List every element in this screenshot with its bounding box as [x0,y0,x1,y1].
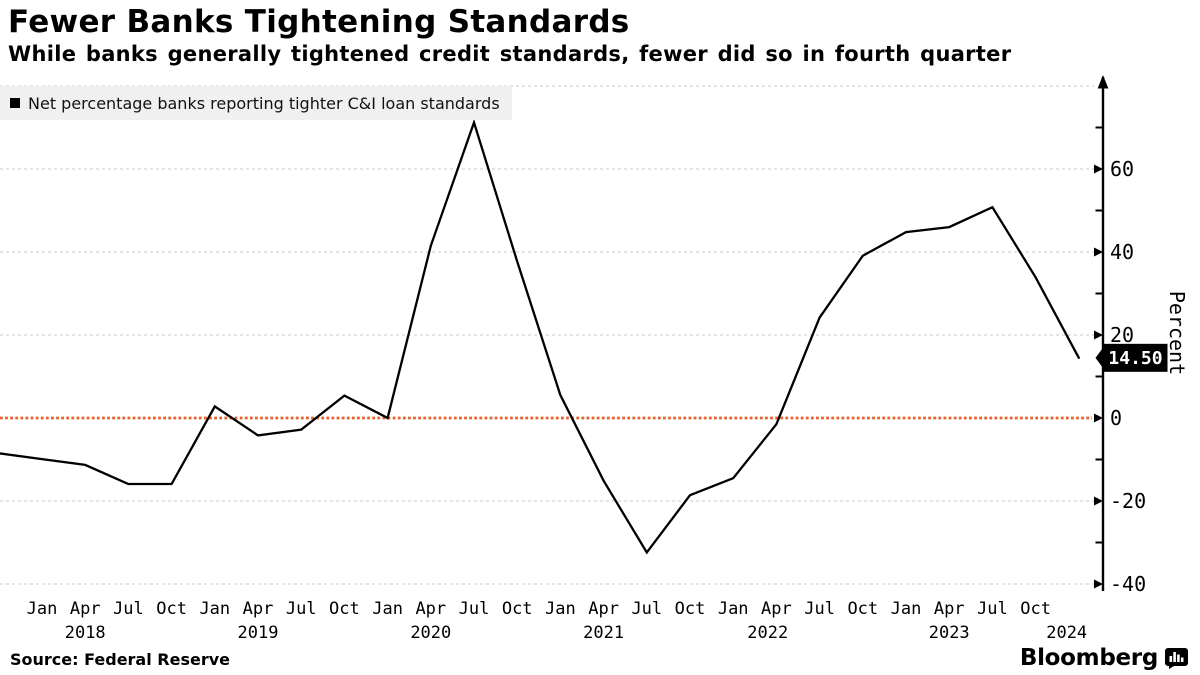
last-value-pointer-icon [1095,346,1104,370]
x-month-label: Jul [459,599,490,619]
x-year-label: 2020 [410,623,451,643]
x-year-label: 2018 [65,623,106,643]
y-axis-title: Percent [1165,291,1189,375]
x-month-label: Oct [847,599,878,619]
x-month-label: Jan [891,599,922,619]
x-month-label: Oct [502,599,533,619]
x-month-label: Oct [329,599,360,619]
x-month-label: Oct [156,599,187,619]
y-tick-label: 40 [1110,240,1134,264]
bloomberg-wordmark: Bloomberg [1019,645,1158,671]
x-month-label: Oct [1020,599,1051,619]
y-tick-arrow-icon [1094,413,1103,423]
chart-subtitle: While banks generally tightened credit s… [8,42,1012,66]
y-tick-arrow-icon [1094,579,1103,589]
x-month-label: Apr [243,599,274,619]
legend-label: Net percentage banks reporting tighter C… [28,93,500,113]
x-month-label: Apr [70,599,101,619]
series-line [0,118,1080,555]
x-month-label: Apr [588,599,619,619]
x-year-label: 2024 [1046,623,1087,643]
x-year-label: 2022 [747,623,788,643]
x-year-label: 2021 [583,623,624,643]
x-month-label: Apr [934,599,965,619]
x-month-label: Apr [761,599,792,619]
x-month-label: Jan [372,599,403,619]
chart-title: Fewer Banks Tightening Standards [8,4,630,40]
y-tick-label: -40 [1110,572,1146,596]
last-value-label: 14.50 [1108,348,1162,369]
x-month-label: Apr [415,599,446,619]
y-tick-arrow-icon [1094,247,1103,257]
axis-up-arrow-icon [1097,75,1109,89]
x-month-label: Jul [113,599,144,619]
last-value-tag [1103,343,1168,372]
x-month-label: Jan [199,599,230,619]
y-tick-arrow-icon [1094,496,1103,506]
x-month-label: Jan [718,599,749,619]
source-note: Source: Federal Reserve [10,650,230,669]
bloomberg-terminal-icon [1165,647,1188,669]
x-year-label: 2019 [238,623,279,643]
x-month-label: Jan [545,599,576,619]
y-tick-label: -20 [1110,489,1146,513]
y-tick-arrow-icon [1094,330,1103,340]
x-month-label: Oct [675,599,706,619]
x-month-label: Jan [27,599,58,619]
x-month-label: Jul [631,599,662,619]
y-tick-arrow-icon [1094,164,1103,174]
y-tick-label: 20 [1110,323,1134,347]
chart-header: Fewer Banks Tightening Standards While b… [8,4,1188,67]
y-tick-label: 60 [1110,157,1134,181]
legend-swatch-icon [10,98,20,108]
x-month-label: Jul [804,599,835,619]
x-year-label: 2023 [929,623,970,643]
bloomberg-logo: Bloomberg [1020,645,1188,671]
y-tick-label: 0 [1110,406,1122,430]
legend: Net percentage banks reporting tighter C… [0,86,512,120]
x-month-label: Jul [286,599,317,619]
x-month-label: Jul [977,599,1008,619]
